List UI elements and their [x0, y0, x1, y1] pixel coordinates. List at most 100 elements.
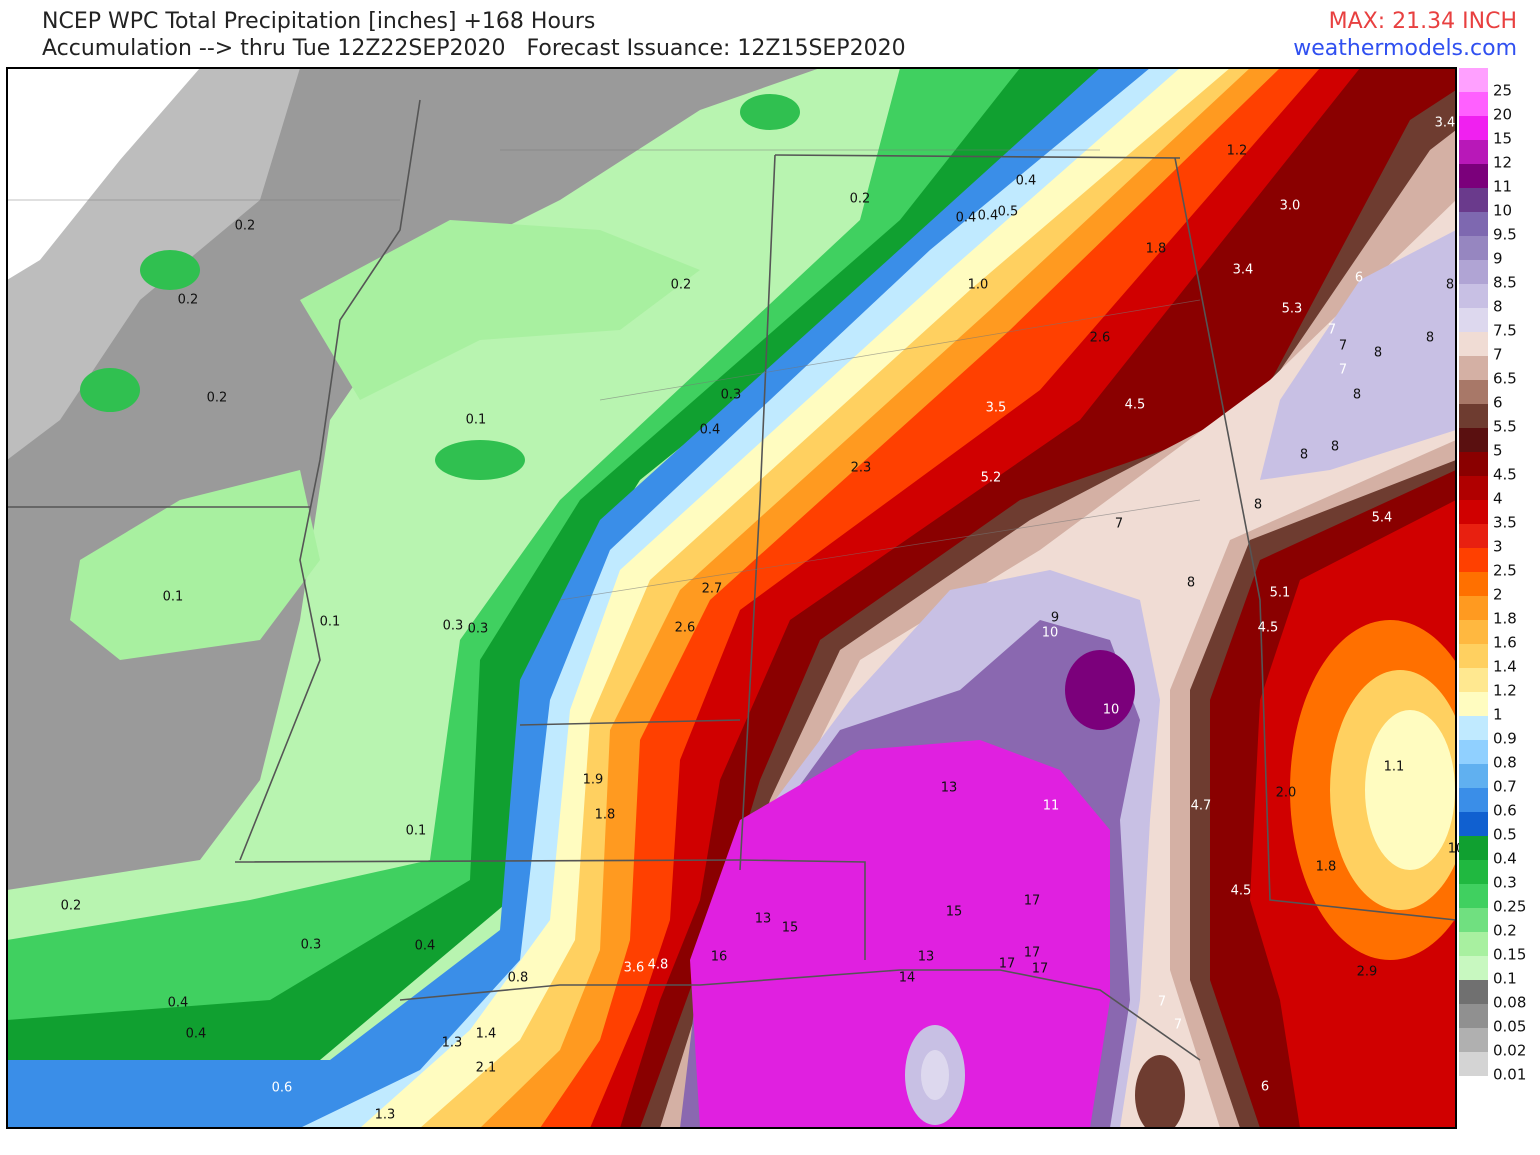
map-value-label: 0.4 [956, 211, 977, 226]
map-value-label: 8 [1353, 388, 1361, 403]
map-value-label: 8 [1254, 498, 1262, 513]
legend-swatch [1459, 764, 1488, 788]
legend-label: 11 [1493, 178, 1512, 196]
map-value-label: 2.6 [1090, 331, 1111, 346]
map-value-label: 4.5 [1231, 884, 1252, 899]
map-value-label: 16 [711, 950, 728, 965]
map-value-label: 7 [1158, 995, 1166, 1010]
legend-swatch [1459, 860, 1488, 884]
map-value-label: 4.5 [1258, 621, 1279, 636]
legend-label: 15 [1493, 130, 1512, 148]
legend-swatch [1459, 380, 1488, 404]
map-value-label: 0.1 [163, 590, 184, 605]
map-value-label: 3.5 [986, 401, 1007, 416]
map-value-label: 4.5 [1125, 398, 1146, 413]
legend-swatch [1459, 476, 1488, 500]
legend-label: 1.2 [1493, 682, 1517, 700]
legend-label: 0.3 [1493, 874, 1517, 892]
legend-label: 0.25 [1493, 898, 1526, 916]
map-value-label: 5.2 [981, 471, 1002, 486]
legend-label: 7.5 [1493, 322, 1517, 340]
legend-swatch [1459, 620, 1488, 644]
legend-swatch [1459, 140, 1488, 164]
map-value-label: 10 [1103, 703, 1120, 718]
map-value-label: 2.9 [1357, 965, 1378, 980]
map-value-label: 0.2 [671, 278, 692, 293]
map-value-label: 14 [899, 971, 916, 986]
map-value-label: 4.8 [648, 958, 669, 973]
map-value-label: 0.2 [850, 192, 871, 207]
legend-swatch [1459, 308, 1488, 332]
legend-label: 9.5 [1493, 226, 1517, 244]
map-value-label: 7 [1339, 339, 1347, 354]
legend-swatch [1459, 740, 1488, 764]
legend-label: 1.8 [1493, 610, 1517, 628]
map-value-label: 2.6 [675, 621, 696, 636]
map-value-label: 0.4 [415, 939, 436, 954]
legend-swatch [1459, 404, 1488, 428]
legend-swatch [1459, 692, 1488, 716]
legend-label: 0.08 [1493, 994, 1526, 1012]
map-value-label: 2.1 [476, 1061, 497, 1076]
map-value-label: 0.2 [178, 293, 199, 308]
map-value-label: 13 [941, 781, 958, 796]
map-value-label: 17 [1024, 946, 1041, 961]
map-labels: 0.20.20.20.10.1 0.3 0.30.10.20.30.40.20.40… [61, 116, 1465, 1123]
map-value-label: 11 [1043, 799, 1060, 814]
legend-swatch [1459, 596, 1488, 620]
legend-swatch [1459, 956, 1488, 980]
map-value-label: 0.3 [721, 388, 742, 403]
subtitle: Accumulation --> thru Tue 12Z22SEP2020 F… [42, 36, 906, 61]
legend-swatch [1459, 1052, 1488, 1076]
map-value-label: 6 [1261, 1080, 1269, 1095]
map-value-label: 3.6 [624, 961, 645, 976]
map-value-label: 6 [1355, 271, 1363, 286]
map-value-label: 17 [1024, 894, 1041, 909]
legend-label: 0.02 [1493, 1042, 1526, 1060]
title: NCEP WPC Total Precipitation [inches] +1… [42, 9, 595, 34]
map-value-label: 8 [1331, 440, 1339, 455]
legend-swatch [1459, 212, 1488, 236]
map-value-label: 13 [755, 912, 772, 927]
map-value-label: 2.3 [851, 461, 872, 476]
legend-label: 0.9 [1493, 730, 1517, 748]
legend-label: 0.01 [1493, 1066, 1526, 1084]
map-value-label: 0.6 [272, 1081, 293, 1096]
legend-swatch [1459, 716, 1488, 740]
legend-label: 2.5 [1493, 562, 1517, 580]
legend-label: 9 [1493, 250, 1503, 268]
map-value-label: 0.1 [320, 615, 341, 630]
legend-swatch [1459, 572, 1488, 596]
legend-label: 10 [1493, 202, 1512, 220]
legend-swatch [1459, 908, 1488, 932]
map-value-label: 1.8 [1316, 860, 1337, 875]
legend-swatch [1459, 332, 1488, 356]
map-value-label: 8 [1374, 346, 1382, 361]
legend-swatch [1459, 548, 1488, 572]
map-value-label: 0.3 [468, 622, 489, 637]
legend-swatch [1459, 788, 1488, 812]
map-value-label: 3.4 [1435, 116, 1456, 131]
legend-swatch [1459, 836, 1488, 860]
max-value: MAX: 21.34 INCH [1329, 9, 1517, 34]
legend-label: 0.05 [1493, 1018, 1526, 1036]
precip-field [7, 68, 1456, 1128]
map-value-label: 8 [1426, 331, 1434, 346]
legend-swatch [1459, 68, 1488, 92]
map-value-label: 0.4 [168, 996, 189, 1011]
map-value-label: 0.1 [466, 413, 487, 428]
legend-label: 0.15 [1493, 946, 1526, 964]
site: weathermodels.com [1293, 36, 1517, 61]
map-value-label: 5.3 [1282, 302, 1303, 317]
map-value-label: 0.1 [406, 824, 427, 839]
legend-swatch [1459, 428, 1488, 452]
map-value-label: 13 [918, 950, 935, 965]
map-value-label: 1.2 [1227, 144, 1248, 159]
legend-label: 0.2 [1493, 922, 1517, 940]
map-value-label: 8 [1300, 448, 1308, 463]
legend-swatch [1459, 92, 1488, 116]
map-value-label: 9 [1051, 611, 1059, 626]
legend-label: 0.6 [1493, 802, 1517, 820]
map-value-label: 3.0 [1280, 199, 1301, 214]
